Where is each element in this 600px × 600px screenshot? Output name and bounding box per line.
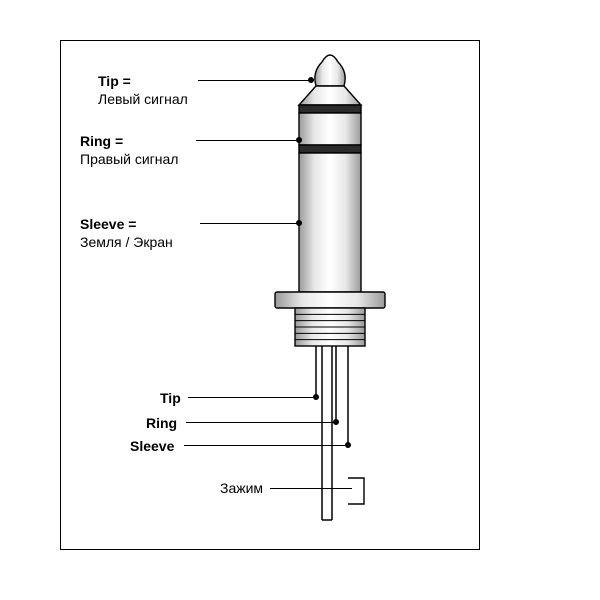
trs-jack-diagram [0,0,600,600]
label-sleeve: Sleeve = Земля / Экран [80,216,173,251]
label-tip2-bold: Tip [160,390,181,406]
leader-clamp [270,488,352,489]
leader-sleeve2 [184,445,348,446]
leader-dot-tip [308,77,314,83]
label-sleeve2: Sleeve [130,438,174,456]
leader-dot-tip2 [313,394,319,400]
label-ring: Ring = Правый сигнал [80,133,178,168]
label-sleeve-sub: Земля / Экран [80,234,173,250]
leader-dot-sleeve [296,220,302,226]
label-ring-bold: Ring = [80,133,123,149]
label-tip2: Tip [160,390,181,408]
label-ring2-bold: Ring [146,415,177,431]
label-ring-sub: Правый сигнал [80,151,178,167]
leader-tip2 [188,397,316,398]
leader-sleeve [200,223,299,224]
leader-ring2 [186,422,336,423]
label-sleeve2-bold: Sleeve [130,438,174,454]
label-clamp-sub: Зажим [220,480,263,496]
leader-tip [198,80,311,81]
label-tip-bold: Tip = [98,73,131,89]
leader-ring [196,140,299,141]
leader-dot-sleeve2 [345,442,351,448]
label-sleeve-bold: Sleeve = [80,216,136,232]
leader-dot-ring2 [333,419,339,425]
label-ring2: Ring [146,415,177,433]
leader-dot-ring [296,137,302,143]
label-tip-sub: Левый сигнал [98,91,188,107]
label-clamp: Зажим [220,480,263,498]
label-tip: Tip = Левый сигнал [98,73,188,108]
